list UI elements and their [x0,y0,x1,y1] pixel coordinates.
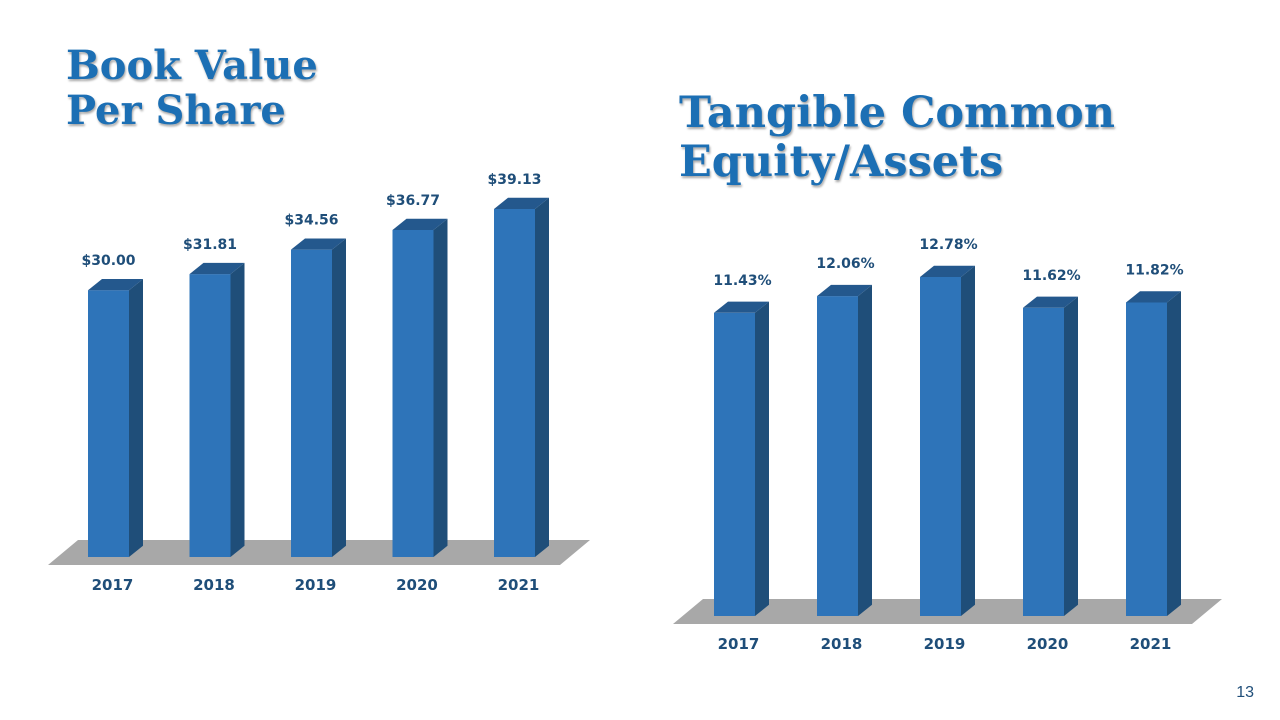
tce-bar-top-2018 [817,284,872,297]
tce-value-label: 11.82% [1125,262,1183,278]
bvps-bar-2021 [494,209,535,557]
tce-tick-label: 2017 [718,635,760,653]
bvps-value-label: $34.56 [284,213,338,229]
bvps-bar-top-2021 [494,197,549,209]
bvps-bar-side-2021 [535,197,549,558]
bvps-bar-side-2017 [129,278,143,557]
tce-assets-title-line2: Equity/Assets [679,136,1004,187]
bvps-bar-top-2020 [392,218,448,230]
bvps-tick-label: 2017 [92,576,134,594]
bvps-bar-side-2018 [230,262,245,557]
tce-bar-2017 [714,312,755,616]
tce-tick-label: 2019 [924,635,966,653]
bvps-tick-label: 2018 [193,576,235,594]
book-value-title-line1: Book Value [66,42,318,89]
tce-tick-label: 2018 [821,635,863,653]
tce-assets-title: Tangible Common Equity/Assets [679,89,1115,186]
tce-value-label: 12.78% [919,237,977,253]
tce-value-label: 11.62% [1022,268,1080,284]
page-number: 13 [1236,684,1254,701]
bvps-tick-label: 2020 [396,576,438,594]
tce-value-label: 11.43% [713,273,771,289]
book-value-title-line2: Per Share [66,87,286,135]
tce-bar-side-2021 [1167,291,1181,616]
tce-bar-side-2020 [1064,296,1078,616]
book-value-title: Book Value Per Share [66,42,318,135]
tce-tick-label: 2021 [1130,635,1172,653]
tce-assets-title-line1: Tangible Common [679,88,1115,138]
bvps-value-label: $39.13 [487,172,541,188]
tce-bar-2019 [920,277,961,616]
tce-bar-side-2017 [755,301,769,616]
bvps-bar-2020 [392,229,434,557]
bvps-bar-top-2017 [88,278,143,291]
tce-tick-label: 2020 [1027,635,1069,653]
bvps-value-label: $31.81 [183,237,237,253]
tce-bar-side-2018 [858,284,872,616]
bvps-bar-side-2020 [433,218,448,557]
tce-bar-2020 [1023,307,1064,616]
tce-bar-2021 [1126,302,1167,616]
bvps-bar-2017 [88,290,129,557]
tce-bar-top-2017 [714,301,769,313]
tce-bar-side-2019 [961,265,975,616]
bvps-value-label: $36.77 [386,193,440,209]
bvps-tick-label: 2019 [295,576,337,594]
bvps-bar-side-2019 [332,238,346,557]
bvps-tick-label: 2021 [498,576,540,594]
bvps-value-label: $30.00 [81,253,135,269]
tce-bar-top-2020 [1023,296,1078,308]
tce-value-label: 12.06% [816,256,874,272]
bvps-bar-top-2019 [291,238,346,250]
bvps-bar-2018 [189,274,231,557]
tce-bar-2018 [817,296,858,616]
tce-bar-top-2021 [1126,291,1181,303]
bvps-bar-2019 [291,249,332,557]
bvps-bar-top-2018 [189,262,245,275]
tce-bar-top-2019 [920,265,975,277]
